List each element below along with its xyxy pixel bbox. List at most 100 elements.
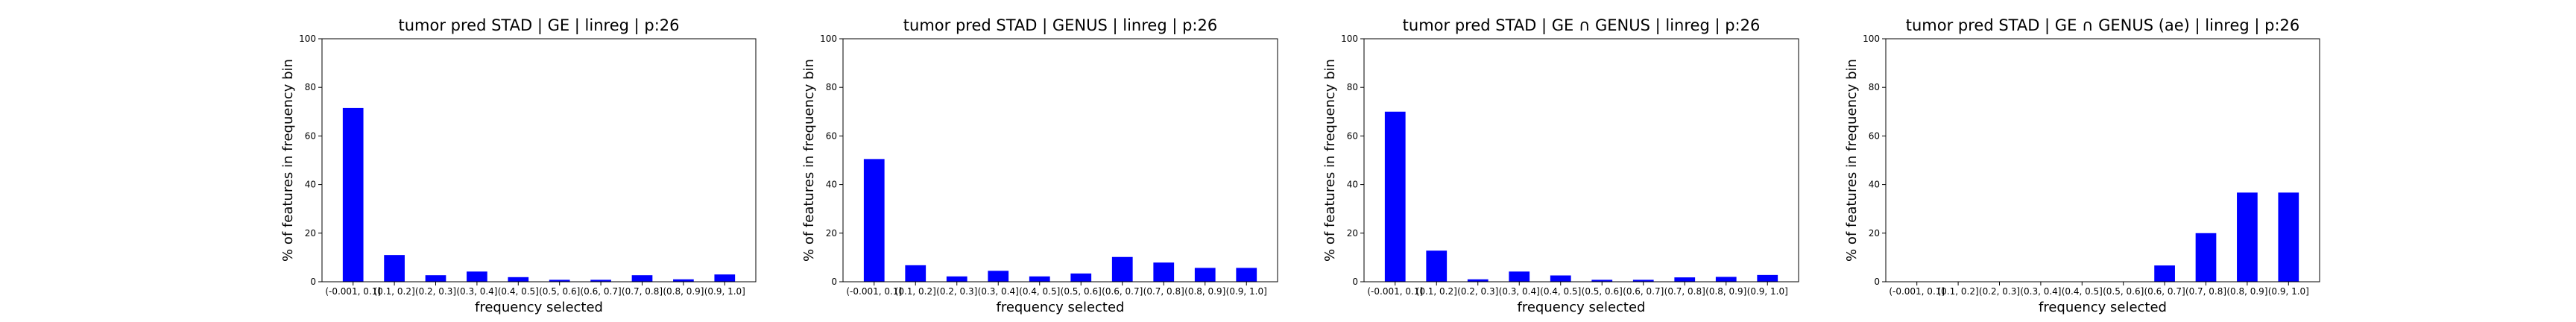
x-tick-label: (0.5, 0.6] (1061, 286, 1102, 297)
bar (590, 280, 611, 282)
bar (1426, 250, 1448, 282)
axes-frame (1885, 38, 2320, 282)
bar (673, 279, 694, 282)
y-tick-label: 20 (1869, 228, 1880, 239)
bar (631, 275, 653, 282)
x-tick-label: (0.8, 0.9] (2226, 286, 2267, 297)
y-tick-label: 60 (1347, 130, 1358, 141)
x-tick-label: (-0.001, 0.1] (1367, 286, 1423, 297)
bar (988, 271, 1009, 282)
x-tick-label: (0.4, 0.5] (498, 286, 539, 297)
y-tick-label: 100 (299, 34, 316, 44)
y-tick-label: 60 (826, 130, 837, 141)
x-tick-label: (0.1, 0.2] (895, 286, 936, 297)
x-tick-label: (0.6, 0.7] (1102, 286, 1143, 297)
x-tick-label: (-0.001, 0.1] (1889, 286, 1945, 297)
bar (1509, 271, 1530, 282)
x-tick-label: (0.1, 0.2] (1416, 286, 1457, 297)
bar (549, 280, 570, 282)
chart-panel-2: 0 20 40 60 80 100 (-0.001, 0.1](0.1, 0.2] (0.2,… (801, 16, 1278, 315)
x-tick-label: (0.8, 0.9] (1705, 286, 1746, 297)
y-tick-label: 80 (305, 82, 316, 92)
bar (1591, 280, 1613, 282)
bar (1111, 256, 1133, 282)
x-tick-label: (0.9, 1.0] (1226, 286, 1267, 297)
x-axis-label: frequency selected (997, 300, 1125, 315)
x-tick-label: (0.2, 0.3] (415, 286, 456, 297)
y-tick-label: 20 (826, 228, 837, 239)
x-tick-label: (0.4, 0.5] (2062, 286, 2103, 297)
bar (2195, 233, 2217, 282)
chart-title: tumor pred STAD | GENUS | linreg | p:26 (903, 16, 1217, 35)
y-tick-label: 0 (831, 277, 837, 287)
x-tick-label: (0.3, 0.4] (978, 286, 1019, 297)
bar (467, 271, 487, 282)
bar (714, 274, 736, 282)
y-axis-label: % of features in frequency bin (1844, 59, 1860, 262)
bar (1070, 273, 1092, 282)
x-tick-label: (0.7, 0.8] (2185, 286, 2226, 297)
y-tick-label: 40 (826, 180, 837, 190)
y-tick-label: 40 (1869, 180, 1880, 190)
y-tick-label: 20 (305, 228, 316, 239)
bar (905, 265, 926, 282)
axes-frame (842, 38, 1278, 282)
x-tick-label: (0.8, 0.9] (1184, 286, 1225, 297)
x-tick-label: (0.9, 1.0] (2268, 286, 2309, 297)
y-tick-label: 60 (305, 130, 316, 141)
y-tick-label: 80 (1347, 82, 1358, 92)
bar (384, 255, 405, 282)
chart-panel-3: 0 20 40 60 80 100 (-0.001, 0.1](0.1, 0.2] (0.2,… (1322, 16, 1799, 315)
x-tick-label: (0.2, 0.3] (1979, 286, 2020, 297)
y-tick-label: 40 (1347, 180, 1358, 190)
bar (2237, 192, 2258, 282)
y-tick-label: 0 (1352, 277, 1358, 287)
bar (1029, 276, 1050, 282)
x-tick-label: (0.6, 0.7] (581, 286, 622, 297)
x-tick-label: (0.9, 1.0] (1747, 286, 1788, 297)
x-tick-label: (0.8, 0.9] (663, 286, 704, 297)
x-tick-label: (0.4, 0.5] (1019, 286, 1060, 297)
bar (1384, 111, 1406, 282)
y-tick-label: 40 (305, 180, 316, 190)
x-tick-label: (0.6, 0.7] (2144, 286, 2185, 297)
y-tick-label: 100 (820, 34, 837, 44)
x-tick-label: (0.1, 0.2] (374, 286, 415, 297)
y-axis-label: % of features in frequency bin (801, 59, 817, 262)
bar (2154, 265, 2175, 282)
chart-title: tumor pred STAD | GE ∩ GENUS | linreg | … (1403, 16, 1761, 35)
bar (1757, 274, 1778, 282)
y-tick-label: 20 (1347, 228, 1358, 239)
x-tick-label: (0.3, 0.4] (456, 286, 497, 297)
y-tick-label: 80 (1869, 82, 1880, 92)
y-tick-label: 100 (1341, 34, 1358, 44)
bar (1467, 279, 1489, 282)
y-axis-label: % of features in frequency bin (280, 59, 296, 262)
bar (2278, 192, 2299, 282)
chart-panel-4: 0 20 40 60 80 100 (-0.001, 0.1](0.1, 0.2] (0.2,… (1844, 16, 2320, 315)
bar (1632, 280, 1654, 282)
x-tick-label: (0.3, 0.4] (1499, 286, 1540, 297)
bar (946, 276, 967, 282)
bar (1194, 268, 1216, 282)
chart-panel-1: 0 20 40 60 80 100 (-0.001, 0.1](0.1, 0.2] (0.2,… (280, 16, 757, 315)
x-tick-label: (0.2, 0.3] (1457, 286, 1498, 297)
x-tick-label: (-0.001, 0.1] (846, 286, 902, 297)
y-tick-label: 80 (826, 82, 837, 92)
x-tick-label: (0.5, 0.6] (1582, 286, 1623, 297)
x-tick-label: (0.1, 0.2] (1938, 286, 1979, 297)
x-tick-label: (0.7, 0.8] (1664, 286, 1705, 297)
y-tick-label: 100 (1863, 34, 1880, 44)
bar (863, 159, 885, 282)
y-tick-label: 0 (310, 277, 316, 287)
bar (1674, 277, 1696, 282)
y-tick-label: 60 (1869, 130, 1880, 141)
chart-title: tumor pred STAD | GE | linreg | p:26 (399, 16, 680, 35)
x-tick-label: (0.7, 0.8] (1143, 286, 1184, 297)
y-axis-label: % of features in frequency bin (1322, 59, 1338, 262)
x-tick-label: (0.5, 0.6] (539, 286, 580, 297)
x-tick-label: (-0.001, 0.1] (325, 286, 381, 297)
x-tick-label: (0.7, 0.8] (622, 286, 663, 297)
bar (1550, 275, 1571, 282)
